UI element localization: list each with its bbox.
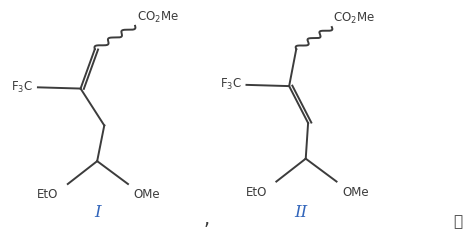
Text: EtO: EtO <box>37 188 58 201</box>
Text: ,: , <box>203 210 209 229</box>
Text: II: II <box>294 204 308 221</box>
Text: OMe: OMe <box>342 186 369 199</box>
Text: CO$_2$Me: CO$_2$Me <box>333 11 375 26</box>
Text: CO$_2$Me: CO$_2$Me <box>137 10 178 25</box>
Text: F$_3$C: F$_3$C <box>11 80 33 95</box>
Text: F$_3$C: F$_3$C <box>220 77 242 92</box>
Text: OMe: OMe <box>134 188 160 201</box>
Text: EtO: EtO <box>246 186 267 199</box>
Text: I: I <box>94 204 100 221</box>
Text: 。: 。 <box>453 214 462 229</box>
